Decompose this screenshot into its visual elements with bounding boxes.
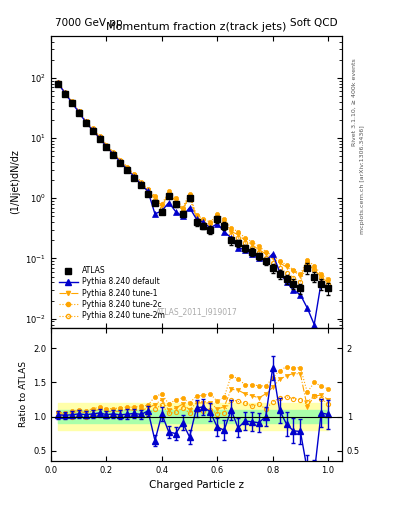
Text: ATLAS_2011_I919017: ATLAS_2011_I919017 (156, 307, 237, 316)
Text: Rivet 3.1.10, ≥ 400k events: Rivet 3.1.10, ≥ 400k events (352, 58, 357, 146)
Text: Soft QCD: Soft QCD (290, 18, 338, 28)
Text: mcplots.cern.ch [arXiv:1306.3436]: mcplots.cern.ch [arXiv:1306.3436] (360, 125, 365, 233)
Y-axis label: Ratio to ATLAS: Ratio to ATLAS (18, 361, 28, 428)
Y-axis label: (1/Njet)dN/dz: (1/Njet)dN/dz (10, 150, 20, 215)
X-axis label: Charged Particle z: Charged Particle z (149, 480, 244, 490)
Legend: ATLAS, Pythia 8.240 default, Pythia 8.240 tune-1, Pythia 8.240 tune-2c, Pythia 8: ATLAS, Pythia 8.240 default, Pythia 8.24… (55, 262, 168, 324)
Text: 7000 GeV pp: 7000 GeV pp (55, 18, 123, 28)
Title: Momentum fraction z(track jets): Momentum fraction z(track jets) (107, 23, 286, 32)
